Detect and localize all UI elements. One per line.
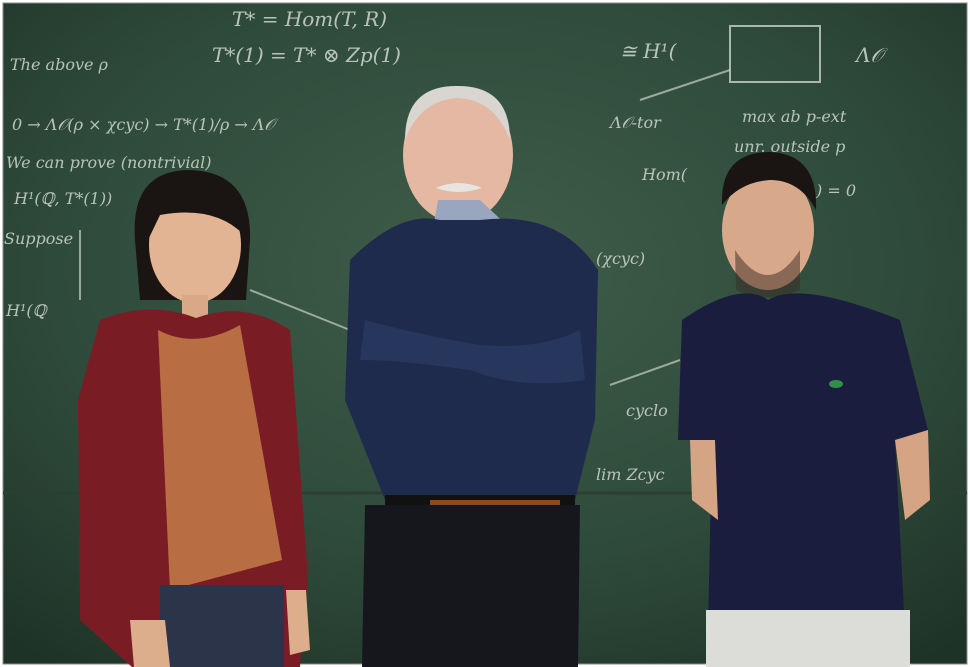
chalk-text: Suppose	[4, 229, 73, 248]
person-right	[678, 152, 930, 667]
chalk-text: max ab p-ext	[742, 107, 847, 126]
chalk-text: H¹(ℚ, T*(1))	[13, 189, 112, 208]
chalk-text: The above ρ	[10, 55, 109, 74]
chalk-text: T* = Hom(T, R)	[232, 7, 387, 31]
chalk-text: We can prove (nontrivial)	[6, 153, 211, 172]
chalk-text: Hom(	[641, 165, 688, 184]
chalk-text: ) = 0	[815, 181, 856, 200]
chalk-text: Λ𝒪	[854, 43, 888, 67]
chalk-text: 0 → Λ𝒪(ρ × χcyc) → T*(1)/ρ → Λ𝒪	[12, 115, 278, 134]
chalk-strokes	[79, 69, 731, 386]
chalk-text: Λ𝒪-tor	[608, 113, 662, 132]
chalk-text: ≅ H¹(	[620, 39, 678, 63]
chalk-text: cyclo	[626, 401, 668, 420]
chalk-writing: T* = Hom(T, R) T*(1) = T* ⊗ Zp(1) The ab…	[4, 7, 888, 484]
person-middle	[345, 85, 598, 667]
chalk-text: (χcyc)	[596, 249, 645, 268]
person-left	[78, 170, 310, 667]
chalk-box	[729, 25, 821, 83]
chalk-text: unr. outside p	[734, 137, 845, 156]
chalk-text: H¹(ℚ	[5, 301, 49, 320]
chalk-text: T*(1) = T* ⊗ Zp(1)	[212, 43, 401, 67]
chalk-text: lim Zcyc	[596, 465, 665, 484]
